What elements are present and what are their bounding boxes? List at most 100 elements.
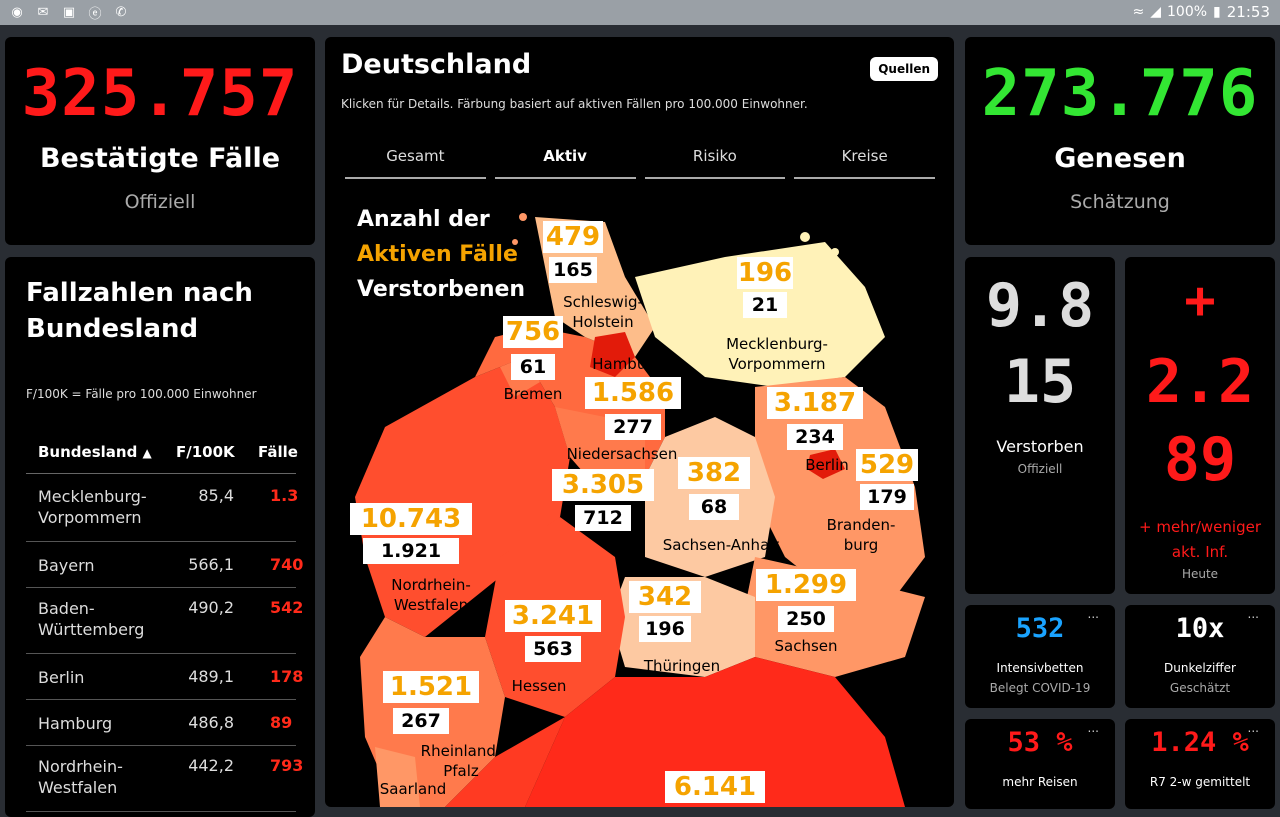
table-row[interactable]: Hamburg 486,8 89 xyxy=(26,699,296,746)
active-cases-label: 3.305 xyxy=(562,470,644,500)
active-cases-label: 1.521 xyxy=(390,672,472,702)
state-label[interactable]: 3.241 563 Hessen xyxy=(505,600,601,695)
table-row[interactable]: Nordrhein- Westfalen 442,2 793 xyxy=(26,745,303,812)
cell-per100k: 489,1 xyxy=(188,667,234,686)
confirmed-cases-card[interactable]: 325.757 Bestätigte Fälle Offiziell xyxy=(5,37,315,245)
wifi-icon: ≈ xyxy=(1132,4,1145,20)
legend-line-3: Verstorbenen xyxy=(357,277,526,302)
region-hamburg[interactable] xyxy=(590,332,635,377)
mail-icon: ✉ xyxy=(37,4,49,20)
state-name-label: Schleswig- xyxy=(563,293,643,311)
region-baden-wuerttemberg[interactable] xyxy=(445,717,565,807)
state-label[interactable]: 3.305 712 xyxy=(552,469,654,531)
state-label[interactable]: 529 179 Branden-burg xyxy=(827,449,918,554)
state-name-label: Thüringen xyxy=(643,657,720,675)
tab-gesamt[interactable]: Gesamt xyxy=(345,145,486,179)
table-row[interactable]: Berlin 489,1 178 xyxy=(26,653,303,700)
notification-icons: ◉ ✉ ▣ ⓔ ✆ xyxy=(8,3,130,22)
change-value-2: 89 xyxy=(1163,425,1237,495)
deaths-label: 68 xyxy=(701,496,727,518)
state-label[interactable]: 196 21 Mecklenburg- Vorpommern xyxy=(726,257,828,373)
deaths-label: 21 xyxy=(752,294,778,316)
cell-cases: 178 xyxy=(270,667,304,686)
state-name-label: Rheinland- xyxy=(421,742,502,760)
r7-card[interactable]: ... 1.24 % R7 2-w gemittelt xyxy=(1125,719,1275,809)
header-bundesland[interactable]: Bundesland ▲︎ xyxy=(38,443,152,461)
state-label[interactable]: 342 196 Thüringen xyxy=(629,581,720,675)
confirmed-value: 325.757 xyxy=(21,57,299,131)
more-icon[interactable]: ... xyxy=(1087,607,1099,621)
deaths-value-2: 15 xyxy=(1003,347,1077,417)
state-label[interactable]: 479 165 Schleswig- Holstein xyxy=(543,221,643,331)
deaths-label: 250 xyxy=(786,608,826,630)
state-label[interactable]: Saarland xyxy=(380,780,446,798)
state-label[interactable]: 6.141 xyxy=(665,771,765,803)
icu-card[interactable]: ... 532 Intensivbetten Belegt COVID-19 xyxy=(965,605,1115,708)
table-row[interactable]: Bayern 566,1 740 xyxy=(26,541,303,588)
state-label[interactable]: 382 68 Sachsen-Anhalt xyxy=(663,457,780,554)
tab-risiko[interactable]: Risiko xyxy=(644,145,786,179)
state-label[interactable]: 1.521 267 Rheinland- Pfalz xyxy=(383,671,501,780)
recovered-card[interactable]: 273.776 Genesen Schätzung xyxy=(965,37,1275,245)
active-cases-label: 382 xyxy=(687,458,741,488)
state-label[interactable]: 1.586 277 Niedersachsen xyxy=(567,377,681,463)
state-name-label: Holstein xyxy=(572,313,633,331)
table-title-line1: Fallzahlen nach xyxy=(26,278,253,308)
phone-icon: ✆ xyxy=(115,4,127,20)
deaths-label: 267 xyxy=(401,710,441,732)
header-per100k[interactable]: F/100K xyxy=(176,443,235,461)
change-label-line1: + mehr/weniger xyxy=(1139,518,1261,536)
state-name-label: Sachsen xyxy=(774,637,837,655)
region-nordrhein-westfalen[interactable] xyxy=(355,357,570,637)
germany-map: 479 165 Schleswig- Holstein 196 21 Mecklenburg… xyxy=(350,213,925,807)
region-bayern[interactable] xyxy=(525,657,905,807)
state-label[interactable]: 10.743 1.921 Nordrhein- Westfalen xyxy=(350,503,472,614)
legend-line-2: Aktiven Fälle xyxy=(357,242,518,267)
state-label[interactable]: Hamburg xyxy=(592,355,662,373)
state-name-label: Westfalen xyxy=(394,596,468,614)
change-sign: + xyxy=(1184,271,1216,331)
daily-change-card[interactable]: + 2.2 89 + mehr/weniger akt. Inf. Heute xyxy=(1125,257,1275,594)
travel-card[interactable]: ... 53 % mehr Reisen xyxy=(965,719,1115,809)
sources-button[interactable]: Quellen xyxy=(870,57,938,81)
recovered-value: 273.776 xyxy=(981,57,1259,131)
more-icon[interactable]: ... xyxy=(1087,721,1099,735)
icu-label: Intensivbetten xyxy=(996,661,1084,675)
cell-cases: 793 xyxy=(270,756,304,775)
state-name-label: Niedersachsen xyxy=(567,445,678,463)
signal-icon: ◢ xyxy=(1150,4,1162,20)
cell-per100k: 85,4 xyxy=(198,486,234,505)
deaths-card[interactable]: 9.8 15 Verstorben Offiziell xyxy=(965,257,1115,594)
tab-kreise[interactable]: Kreise xyxy=(794,145,935,179)
r7-value: 1.24 % xyxy=(1151,727,1249,758)
tab-aktiv[interactable]: Aktiv xyxy=(494,145,636,179)
state-name-label: Mecklenburg- xyxy=(726,335,828,353)
table-row[interactable]: Mecklenburg- Vorpommern 85,4 1.3 xyxy=(26,475,298,542)
map-tabs: Gesamt Aktiv Risiko Kreise xyxy=(345,145,935,179)
battery-icon: ▮ xyxy=(1213,4,1221,20)
deaths-label: 563 xyxy=(533,638,573,660)
state-label[interactable]: 1.299 250 Sachsen xyxy=(756,569,856,655)
active-cases-label: 529 xyxy=(860,450,914,480)
state-name-label: Pfalz xyxy=(443,762,479,780)
state-label[interactable]: 756 61 Bremen xyxy=(503,316,563,403)
region-berlin[interactable] xyxy=(807,449,845,479)
state-name-label: Bremen xyxy=(504,385,563,403)
map-legend: Anzahl der Aktiven Fälle Verstorbenen xyxy=(357,202,525,307)
header-cases[interactable]: Fälle xyxy=(258,443,298,461)
more-icon[interactable]: ... xyxy=(1247,721,1259,735)
icu-value: 532 xyxy=(1015,613,1065,644)
state-table-card: Fallzahlen nach Bundesland F/100K = Fäll… xyxy=(5,257,315,817)
table-note: F/100K = Fälle pro 100.000 Einwohner xyxy=(26,387,257,401)
deaths-label: Verstorben xyxy=(996,437,1084,456)
more-icon[interactable]: ... xyxy=(1247,607,1259,621)
deaths-label: 196 xyxy=(645,618,685,640)
state-label[interactable]: 3.187 234 Berlin xyxy=(767,387,863,474)
sort-icon[interactable]: ▲︎ xyxy=(142,446,152,460)
table-row[interactable]: Baden- Württemberg 490,2 542 xyxy=(26,587,303,654)
dark-figure-card[interactable]: ... 10x Dunkelziffer Geschätzt xyxy=(1125,605,1275,708)
change-value-1: 2.2 xyxy=(1145,347,1255,417)
deaths-sub: Offiziell xyxy=(1017,462,1063,476)
region-saarland[interactable] xyxy=(375,747,420,807)
deaths-label: 712 xyxy=(583,507,623,529)
